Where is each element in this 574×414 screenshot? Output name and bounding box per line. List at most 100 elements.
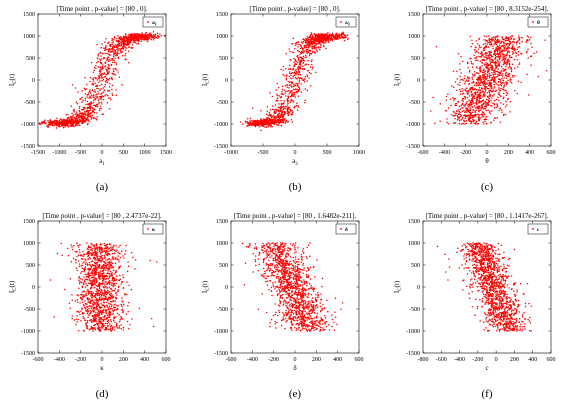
data-point — [477, 59, 479, 62]
y-tick-label: 0 — [417, 78, 420, 84]
data-point — [92, 330, 94, 332]
data-point — [114, 54, 117, 57]
data-point — [489, 95, 491, 98]
data-point — [100, 62, 103, 64]
data-point — [81, 291, 84, 293]
data-point — [96, 105, 98, 108]
data-point — [490, 90, 492, 92]
data-point — [266, 110, 269, 112]
data-point — [272, 114, 275, 117]
data-point — [502, 41, 505, 43]
data-point — [464, 110, 467, 113]
data-point — [96, 87, 98, 89]
data-point — [289, 59, 292, 61]
data-point — [467, 91, 470, 93]
data-point — [264, 126, 266, 128]
data-point — [473, 84, 476, 86]
data-point — [296, 90, 298, 92]
data-point — [285, 78, 288, 81]
data-point — [484, 42, 486, 45]
data-point — [299, 73, 302, 76]
data-point — [99, 105, 102, 108]
data-point — [459, 68, 461, 71]
data-point — [279, 116, 282, 118]
data-point — [56, 117, 58, 119]
data-point — [495, 83, 497, 85]
data-point — [495, 62, 498, 64]
data-point — [297, 73, 300, 76]
data-point — [105, 38, 107, 40]
data-point — [495, 70, 498, 73]
data-point — [474, 87, 476, 90]
data-point — [154, 35, 156, 37]
data-point — [488, 79, 490, 82]
data-point — [315, 33, 318, 36]
data-point — [480, 113, 483, 116]
data-point — [475, 57, 477, 59]
data-point — [112, 55, 115, 58]
data-point — [481, 53, 484, 56]
data-point — [479, 75, 482, 77]
data-point — [92, 83, 95, 86]
data-point — [478, 55, 480, 58]
data-point — [150, 317, 153, 320]
data-point — [94, 82, 96, 85]
data-point — [339, 36, 341, 38]
data-point — [121, 47, 124, 50]
data-point — [514, 48, 516, 51]
data-point — [480, 46, 482, 49]
data-point — [113, 61, 116, 64]
x-tick-label: 400 — [525, 150, 534, 156]
data-point — [512, 47, 515, 50]
data-point — [109, 296, 112, 299]
data-point — [125, 39, 127, 42]
data-point — [279, 110, 282, 113]
data-point — [496, 59, 499, 61]
data-point — [75, 318, 78, 320]
data-point — [518, 42, 521, 44]
data-point — [484, 89, 487, 91]
data-point — [127, 265, 130, 267]
data-point — [466, 100, 468, 103]
data-point — [124, 253, 126, 255]
data-point — [79, 277, 82, 280]
data-point — [314, 33, 316, 35]
data-point — [112, 285, 115, 288]
data-point — [305, 50, 308, 53]
y-tick-label: 500 — [411, 56, 420, 62]
data-point — [499, 89, 501, 92]
data-point — [486, 87, 489, 90]
data-point — [98, 318, 100, 321]
data-point — [98, 78, 101, 80]
data-point — [115, 94, 118, 97]
data-point — [84, 286, 87, 288]
data-point — [473, 119, 475, 122]
data-point — [72, 122, 74, 125]
data-point — [63, 122, 66, 124]
data-point — [125, 47, 128, 49]
data-point — [307, 36, 310, 39]
data-point — [468, 99, 470, 102]
data-point — [107, 56, 109, 58]
data-point — [486, 102, 488, 105]
data-point — [79, 243, 81, 246]
data-point — [85, 262, 87, 264]
data-point — [125, 40, 127, 43]
data-point — [280, 103, 283, 106]
data-point — [493, 119, 495, 121]
data-point — [96, 323, 98, 326]
data-point — [488, 82, 490, 85]
data-point — [501, 108, 503, 111]
data-point — [477, 81, 480, 83]
data-point — [471, 78, 474, 80]
data-point — [104, 94, 106, 97]
data-point — [460, 56, 462, 58]
data-point — [115, 43, 117, 46]
data-point — [103, 73, 105, 76]
data-point — [102, 98, 105, 101]
data-point — [90, 246, 92, 249]
data-point — [46, 125, 48, 128]
data-point — [122, 276, 125, 279]
data-point — [95, 67, 97, 70]
data-point — [461, 118, 463, 120]
